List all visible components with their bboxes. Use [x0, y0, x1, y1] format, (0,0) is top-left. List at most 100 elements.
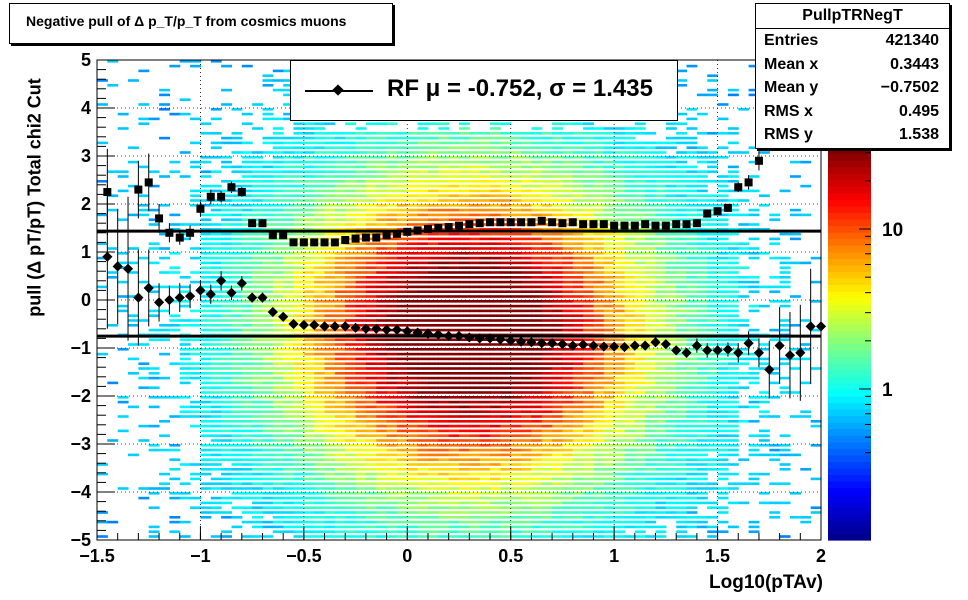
- heatmap-cell: [531, 477, 543, 481]
- heatmap-cell: [562, 261, 574, 265]
- heatmap-cell: [314, 151, 326, 154]
- heatmap-cell: [624, 405, 636, 409]
- heatmap-cell: [334, 146, 346, 149]
- heatmap-cell: [303, 242, 315, 245]
- heatmap-cell: [293, 506, 305, 509]
- heatmap-cell: [500, 352, 512, 356]
- heatmap-cell: [634, 506, 646, 509]
- heatmap-cell: [272, 324, 284, 327]
- heatmap-cell: [521, 146, 532, 149]
- heatmap-cell: [727, 319, 739, 322]
- heatmap-cell: [407, 285, 419, 289]
- heatmap-cell: [645, 314, 657, 317]
- heatmap-cell: [686, 276, 698, 279]
- heatmap-cell: [614, 213, 625, 217]
- heatmap-cell: [272, 381, 284, 385]
- heatmap-cell: [355, 444, 367, 447]
- heatmap-cell: [407, 472, 419, 476]
- heatmap-cell: [707, 266, 719, 269]
- heatmap-cell: [634, 338, 646, 341]
- heatmap-cell: [355, 487, 367, 490]
- heatmap-cell: [200, 261, 212, 265]
- heatmap-cell: [365, 218, 377, 221]
- heatmap-cell: [314, 492, 326, 495]
- heatmap-cell: [500, 468, 512, 471]
- heatmap-cell: [655, 319, 667, 322]
- heatmap-cell: [696, 304, 708, 308]
- heatmap-cell: [459, 439, 470, 442]
- heatmap-cell: [252, 487, 263, 490]
- heatmap-cell: [521, 468, 532, 471]
- heatmap-cell: [686, 156, 698, 159]
- heatmap-cell: [634, 184, 646, 188]
- heatmap-cell: [490, 400, 501, 404]
- heatmap-cell: [231, 204, 243, 207]
- heatmap-cell: [562, 415, 574, 418]
- heatmap-cell: [676, 132, 688, 135]
- heatmap-cell: [593, 420, 605, 423]
- heatmap-cell: [324, 477, 336, 481]
- heatmap-cell: [376, 175, 388, 178]
- heatmap-cell: [355, 127, 367, 130]
- heatmap-cell: [386, 448, 398, 452]
- heatmap-cell: [272, 343, 284, 346]
- heatmap-cell: [479, 501, 491, 505]
- heatmap-cell: [459, 232, 470, 236]
- heatmap-cell: [283, 280, 295, 284]
- heatmap-cell: [262, 362, 274, 365]
- heatmap-cell: [676, 319, 688, 322]
- heatmap-cell: [531, 352, 543, 356]
- heatmap-cell: [324, 381, 336, 385]
- heatmap-cell: [603, 415, 615, 418]
- heatmap-cell: [645, 424, 657, 428]
- heatmap-cell: [345, 247, 357, 250]
- heatmap-cell: [448, 136, 460, 140]
- heatmap-cell: [386, 132, 398, 135]
- heatmap-cell: [407, 487, 419, 490]
- heatmap-cell: [107, 60, 119, 63]
- heatmap-cell: [469, 141, 481, 145]
- heatmap-cell: [221, 386, 232, 389]
- heatmap-cell: [272, 276, 284, 279]
- heatmap-cell: [562, 218, 574, 221]
- heatmap-cell: [386, 290, 398, 293]
- heatmap-cell: [231, 468, 243, 471]
- heatmap-cell: [283, 309, 295, 313]
- heatmap-cell: [676, 429, 688, 433]
- heatmap-cell: [190, 415, 201, 418]
- heatmap-cell: [572, 319, 584, 322]
- heatmap-cell: [252, 424, 263, 428]
- heatmap-cell: [221, 156, 232, 159]
- heatmap-cell: [469, 520, 481, 524]
- heatmap-cell: [738, 458, 750, 461]
- heatmap-cell: [510, 300, 522, 303]
- heatmap-cell: [324, 247, 336, 250]
- heatmap-cell: [634, 396, 646, 399]
- heatmap-cell: [552, 400, 563, 404]
- heatmap-cell: [541, 530, 553, 533]
- heatmap-cell: [190, 506, 201, 509]
- heatmap-cell: [552, 338, 563, 341]
- heatmap-cell: [634, 285, 646, 289]
- heatmap-cell: [717, 453, 729, 457]
- heatmap-cell: [676, 520, 688, 524]
- heatmap-cell: [552, 463, 563, 466]
- heatmap-cell: [655, 285, 667, 289]
- heatmap-cell: [324, 448, 336, 452]
- heatmap-cell: [428, 367, 439, 370]
- heatmap-cell: [365, 362, 377, 365]
- heatmap-cell: [769, 453, 781, 457]
- heatmap-cell: [438, 194, 450, 197]
- heatmap-cell: [438, 237, 450, 241]
- heatmap-cell: [283, 276, 295, 279]
- heatmap-cell: [614, 218, 625, 221]
- heatmap-cell: [655, 506, 667, 509]
- heatmap-cell: [645, 180, 657, 183]
- heatmap-cell: [334, 482, 346, 485]
- heatmap-cell: [572, 434, 584, 437]
- heatmap-cell: [624, 276, 636, 279]
- heatmap-cell: [665, 276, 677, 279]
- heatmap-cell: [521, 132, 532, 135]
- heatmap-cell: [562, 444, 574, 447]
- heatmap-cell: [355, 189, 367, 193]
